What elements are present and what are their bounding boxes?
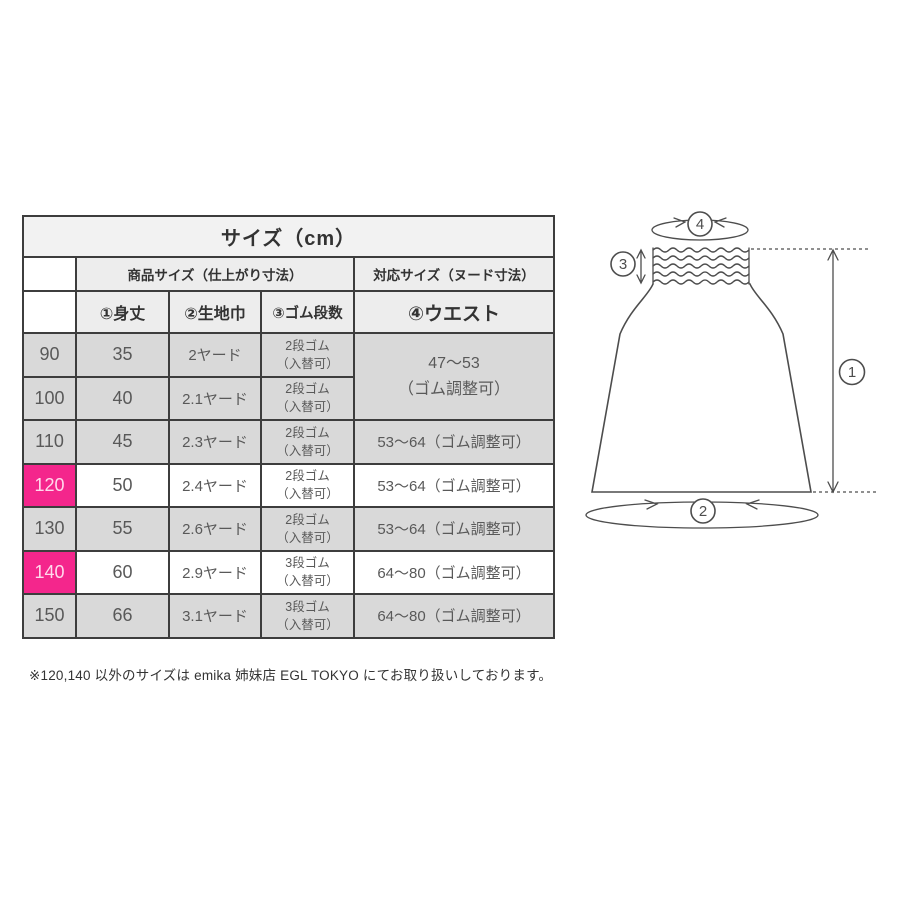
group-header-nude: 対応サイズ（ヌード寸法） [353, 256, 555, 292]
length-value: 50 [75, 462, 170, 508]
waist-note: （ゴム調整可） [397, 380, 510, 398]
hem-arrow-left [644, 499, 659, 510]
col-header-fabric: ②生地巾 [168, 290, 262, 334]
table-row-150: 150 66 3.1ヤード 3段ゴム （入替可） 64～80（ゴム調整可） [22, 593, 555, 639]
circle-4 [687, 211, 713, 237]
elastic-line1: 3段ゴム [285, 556, 330, 571]
size-label-highlighted: 120 [22, 462, 77, 508]
elastic-line1: 2段ゴム [285, 382, 330, 397]
elastic-line2: （入替可） [276, 487, 339, 502]
waist-value: 64～80（ゴム調整可） [353, 549, 555, 595]
size-label: 110 [22, 419, 77, 465]
elastic-height-arrow [636, 248, 646, 285]
table-row-100: 100 40 2.1ヤード 2段ゴム （入替可） [22, 375, 554, 421]
fabric-value: 2.9ヤード [168, 549, 262, 595]
size-chart-table: サイズ（cm） 商品サイズ（仕上がり寸法） 対応サイズ（ヌード寸法） ①身丈 ②… [22, 215, 555, 639]
elastic-line2: （入替可） [276, 400, 339, 415]
table-row-110: 110 45 2.3ヤード 2段ゴム （入替可） 53～64（ゴム調整可） [22, 419, 555, 465]
waist-value-merged: 47～53 （ゴム調整可） [353, 332, 555, 421]
length-value: 66 [75, 593, 170, 639]
table-row-130: 130 55 2.6ヤード 2段ゴム （入替可） 53～64（ゴム調整可） [22, 506, 555, 552]
measure-label-hem: 2 [690, 498, 716, 524]
length-value: 40 [75, 375, 170, 421]
fabric-value: 2.3ヤード [168, 419, 262, 465]
waist-value: 53～64（ゴム調整可） [353, 506, 555, 552]
elastic-line1: 3段ゴム [285, 599, 330, 614]
fabric-value: 2.1ヤード [168, 375, 262, 421]
elastic-line2: （入替可） [276, 356, 339, 371]
elastic-line1: 2段ゴム [285, 469, 330, 484]
elastic-value: 3段ゴム （入替可） [260, 549, 355, 595]
table-title-row: サイズ（cm） [22, 215, 555, 258]
col-header-waist: ④ウエスト [353, 290, 555, 334]
corner-cell [22, 256, 77, 292]
elastic-value: 3段ゴム （入替可） [260, 593, 355, 639]
elastic-waistband [652, 247, 750, 285]
group-header-row: 商品サイズ（仕上がり寸法） 対応サイズ（ヌード寸法） [22, 256, 555, 292]
elastic-line2: （入替可） [276, 617, 339, 632]
fabric-value: 3.1ヤード [168, 593, 262, 639]
table-row-140-highlighted: 140 60 2.9ヤード 3段ゴム （入替可） 64～80（ゴム調整可） [22, 549, 555, 595]
waist-arrow-left [673, 217, 687, 228]
length-value: 45 [75, 419, 170, 465]
measure-label-length: 1 [838, 358, 866, 386]
length-value: 35 [75, 332, 170, 378]
elastic-value: 2段ゴム （入替可） [260, 419, 355, 465]
column-header-row: ①身丈 ②生地巾 ③ゴム段数 ④ウエスト [22, 290, 555, 334]
length-value: 55 [75, 506, 170, 552]
length-arrow [827, 248, 839, 494]
col-header-elastic: ③ゴム段数 [260, 290, 355, 334]
measure-label-waist: 4 [687, 211, 713, 237]
waist-value: 53～64（ゴム調整可） [353, 462, 555, 508]
elastic-line1: 2段ゴム [285, 338, 330, 353]
waist-value: 64～80（ゴム調整可） [353, 593, 555, 639]
table-row-90: 90 35 2ヤード 2段ゴム （入替可） 47～53 （ゴム調整可） [22, 332, 555, 421]
size-label: 130 [22, 506, 77, 552]
length-value: 60 [75, 549, 170, 595]
elastic-line2: （入替可） [276, 574, 339, 589]
skirt-body [591, 283, 812, 493]
waist-value: 53～64（ゴム調整可） [353, 419, 555, 465]
label-4-text: 4 [696, 216, 704, 233]
label-3-text: 3 [619, 256, 627, 273]
size-label: 90 [22, 332, 77, 378]
group-header-product: 商品サイズ（仕上がり寸法） [75, 256, 355, 292]
elastic-line2: （入替可） [276, 530, 339, 545]
label-1-text: 1 [848, 364, 856, 381]
col-header-length: ①身丈 [75, 290, 170, 334]
size-label: 100 [22, 375, 77, 421]
table-row-120-highlighted: 120 50 2.4ヤード 2段ゴム （入替可） 53～64（ゴム調整可） [22, 462, 555, 508]
size-label-highlighted: 140 [22, 549, 77, 595]
table-title: サイズ（cm） [22, 215, 555, 258]
fabric-value: 2.6ヤード [168, 506, 262, 552]
elastic-value: 2段ゴム （入替可） [260, 375, 355, 421]
footnote-text: ※120,140 以外のサイズは emika 姉妹店 EGL TOKYO にてお… [29, 668, 553, 683]
fabric-value: 2.4ヤード [168, 462, 262, 508]
circle-2 [690, 498, 716, 524]
waist-range: 47～53 [428, 354, 480, 372]
elastic-value: 2段ゴム （入替可） [260, 506, 355, 552]
circle-3 [610, 251, 636, 277]
elastic-line2: （入替可） [276, 443, 339, 458]
elastic-value: 2段ゴム （入替可） [260, 332, 355, 378]
size-label: 150 [22, 593, 77, 639]
label-2-text: 2 [699, 503, 707, 520]
corner-cell [22, 290, 77, 334]
elastic-value: 2段ゴム （入替可） [260, 462, 355, 508]
hem-arrow-right [745, 499, 760, 510]
waist-arrow-right [713, 217, 727, 228]
measure-label-elastic: 3 [610, 251, 636, 277]
fabric-value: 2ヤード [168, 332, 262, 378]
circle-1 [838, 358, 866, 386]
skirt-measurement-diagram: 4 3 1 2 [585, 211, 877, 529]
elastic-line1: 2段ゴム [285, 512, 330, 527]
elastic-line1: 2段ゴム [285, 425, 330, 440]
